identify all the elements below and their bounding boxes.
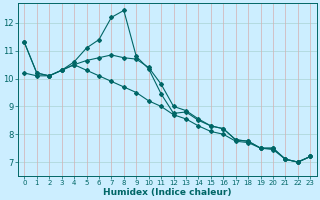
X-axis label: Humidex (Indice chaleur): Humidex (Indice chaleur): [103, 188, 232, 197]
